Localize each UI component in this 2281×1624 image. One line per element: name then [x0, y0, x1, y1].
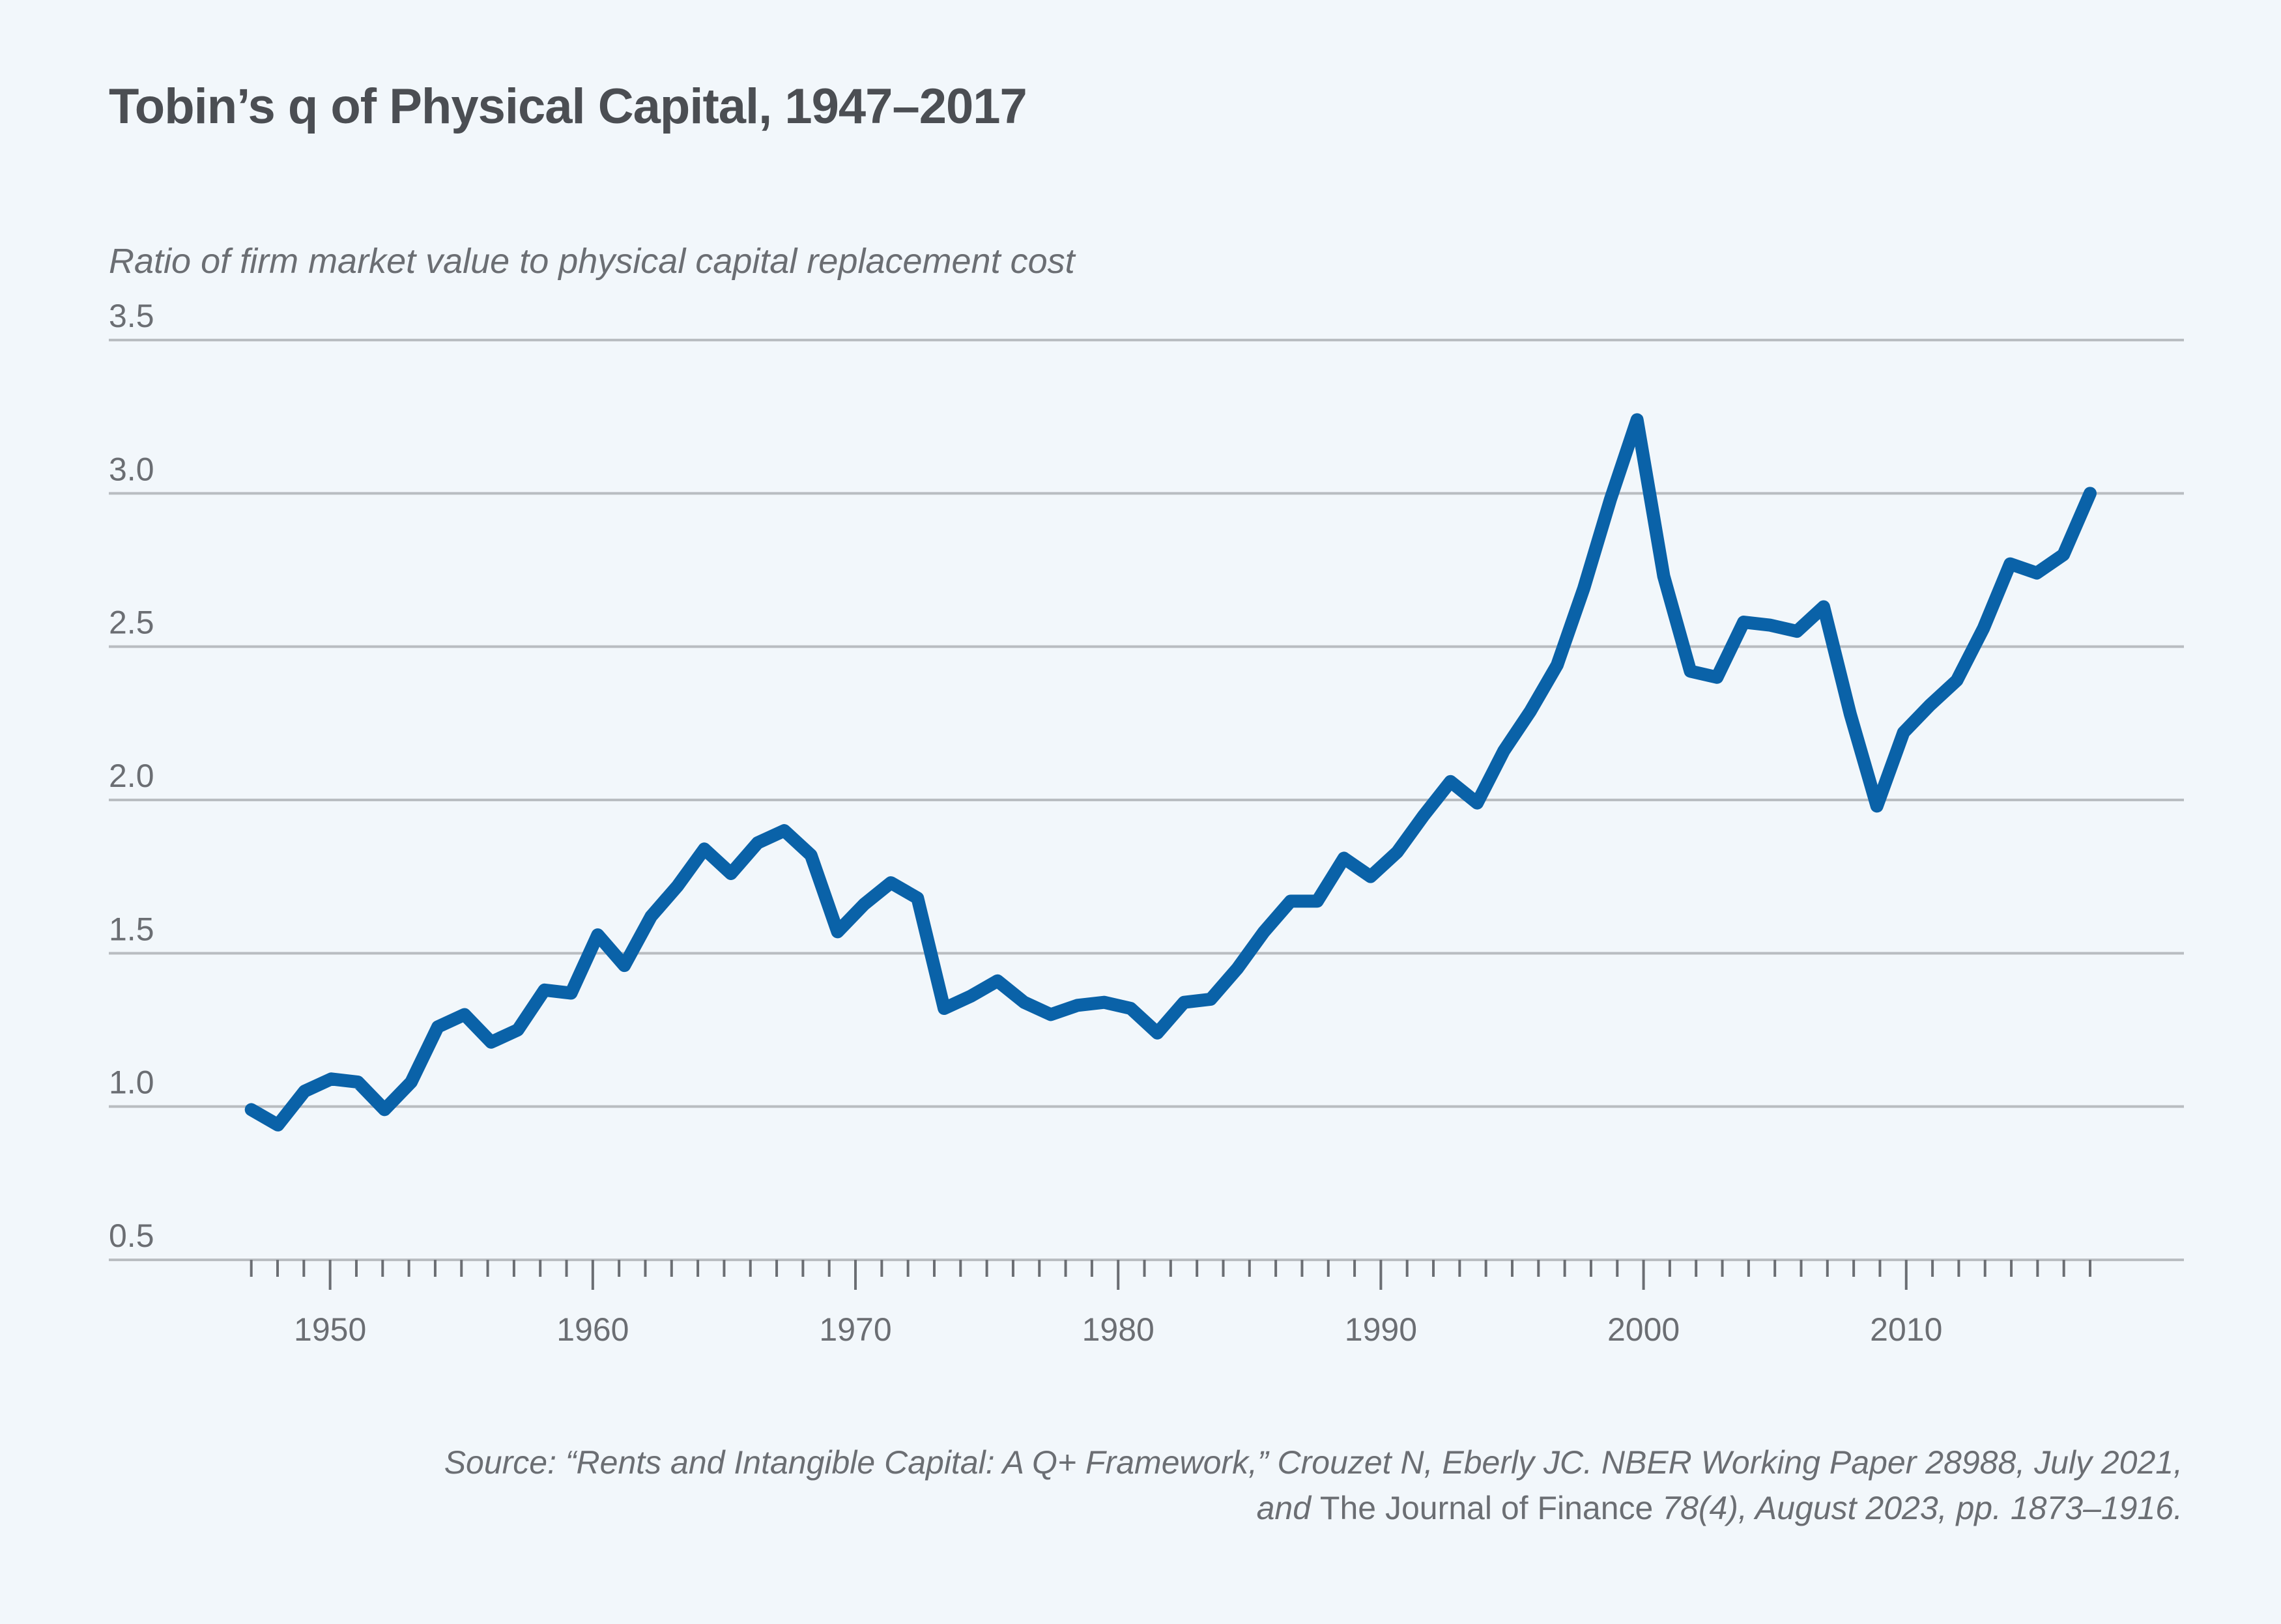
y-tick-labels: 0.5 1.0 1.5 2.0 2.5 3.0 3.5 [109, 298, 154, 1254]
source-note: Source: “Rents and Intangible Capital: A… [228, 1440, 2183, 1531]
y-tick-label: 1.0 [109, 1064, 154, 1101]
y-tick-label: 1.5 [109, 911, 154, 947]
x-tick-label: 1970 [819, 1311, 891, 1348]
y-tick-label: 3.0 [109, 451, 154, 487]
x-tick-label: 1990 [1345, 1311, 1417, 1348]
chart-title: Tobin’s q of Physical Capital, 1947–2017 [109, 79, 1027, 134]
series-line [244, 413, 2097, 1132]
source-journal: The Journal of Finance [1319, 1490, 1654, 1526]
source-line-2: and The Journal of Finance 78(4), August… [228, 1485, 2183, 1531]
y-tick-label: 0.5 [109, 1218, 154, 1254]
x-axis: 1950 1960 1970 1980 1990 2000 2010 [250, 1260, 2091, 1348]
y-tick-label: 3.5 [109, 298, 154, 334]
x-tick-label: 2010 [1870, 1311, 1942, 1348]
gridlines [109, 339, 2184, 1261]
y-tick-label: 2.5 [109, 605, 154, 641]
source-details: 78(4), August 2023, pp. 1873–1916. [1653, 1490, 2183, 1526]
x-tick-label: 2000 [1607, 1311, 1680, 1348]
series-group [244, 413, 2097, 1132]
source-citation: Source: “Rents and Intangible Capital: A… [444, 1444, 2183, 1481]
source-and: and [1256, 1490, 1320, 1526]
y-axis-label: Ratio of firm market value to physical c… [109, 242, 1075, 281]
x-tick-label: 1960 [556, 1311, 629, 1348]
source-line-1: Source: “Rents and Intangible Capital: A… [228, 1440, 2183, 1485]
x-tick-label: 1950 [294, 1311, 366, 1348]
x-tick-label: 1980 [1082, 1311, 1155, 1348]
y-tick-label: 2.0 [109, 758, 154, 794]
